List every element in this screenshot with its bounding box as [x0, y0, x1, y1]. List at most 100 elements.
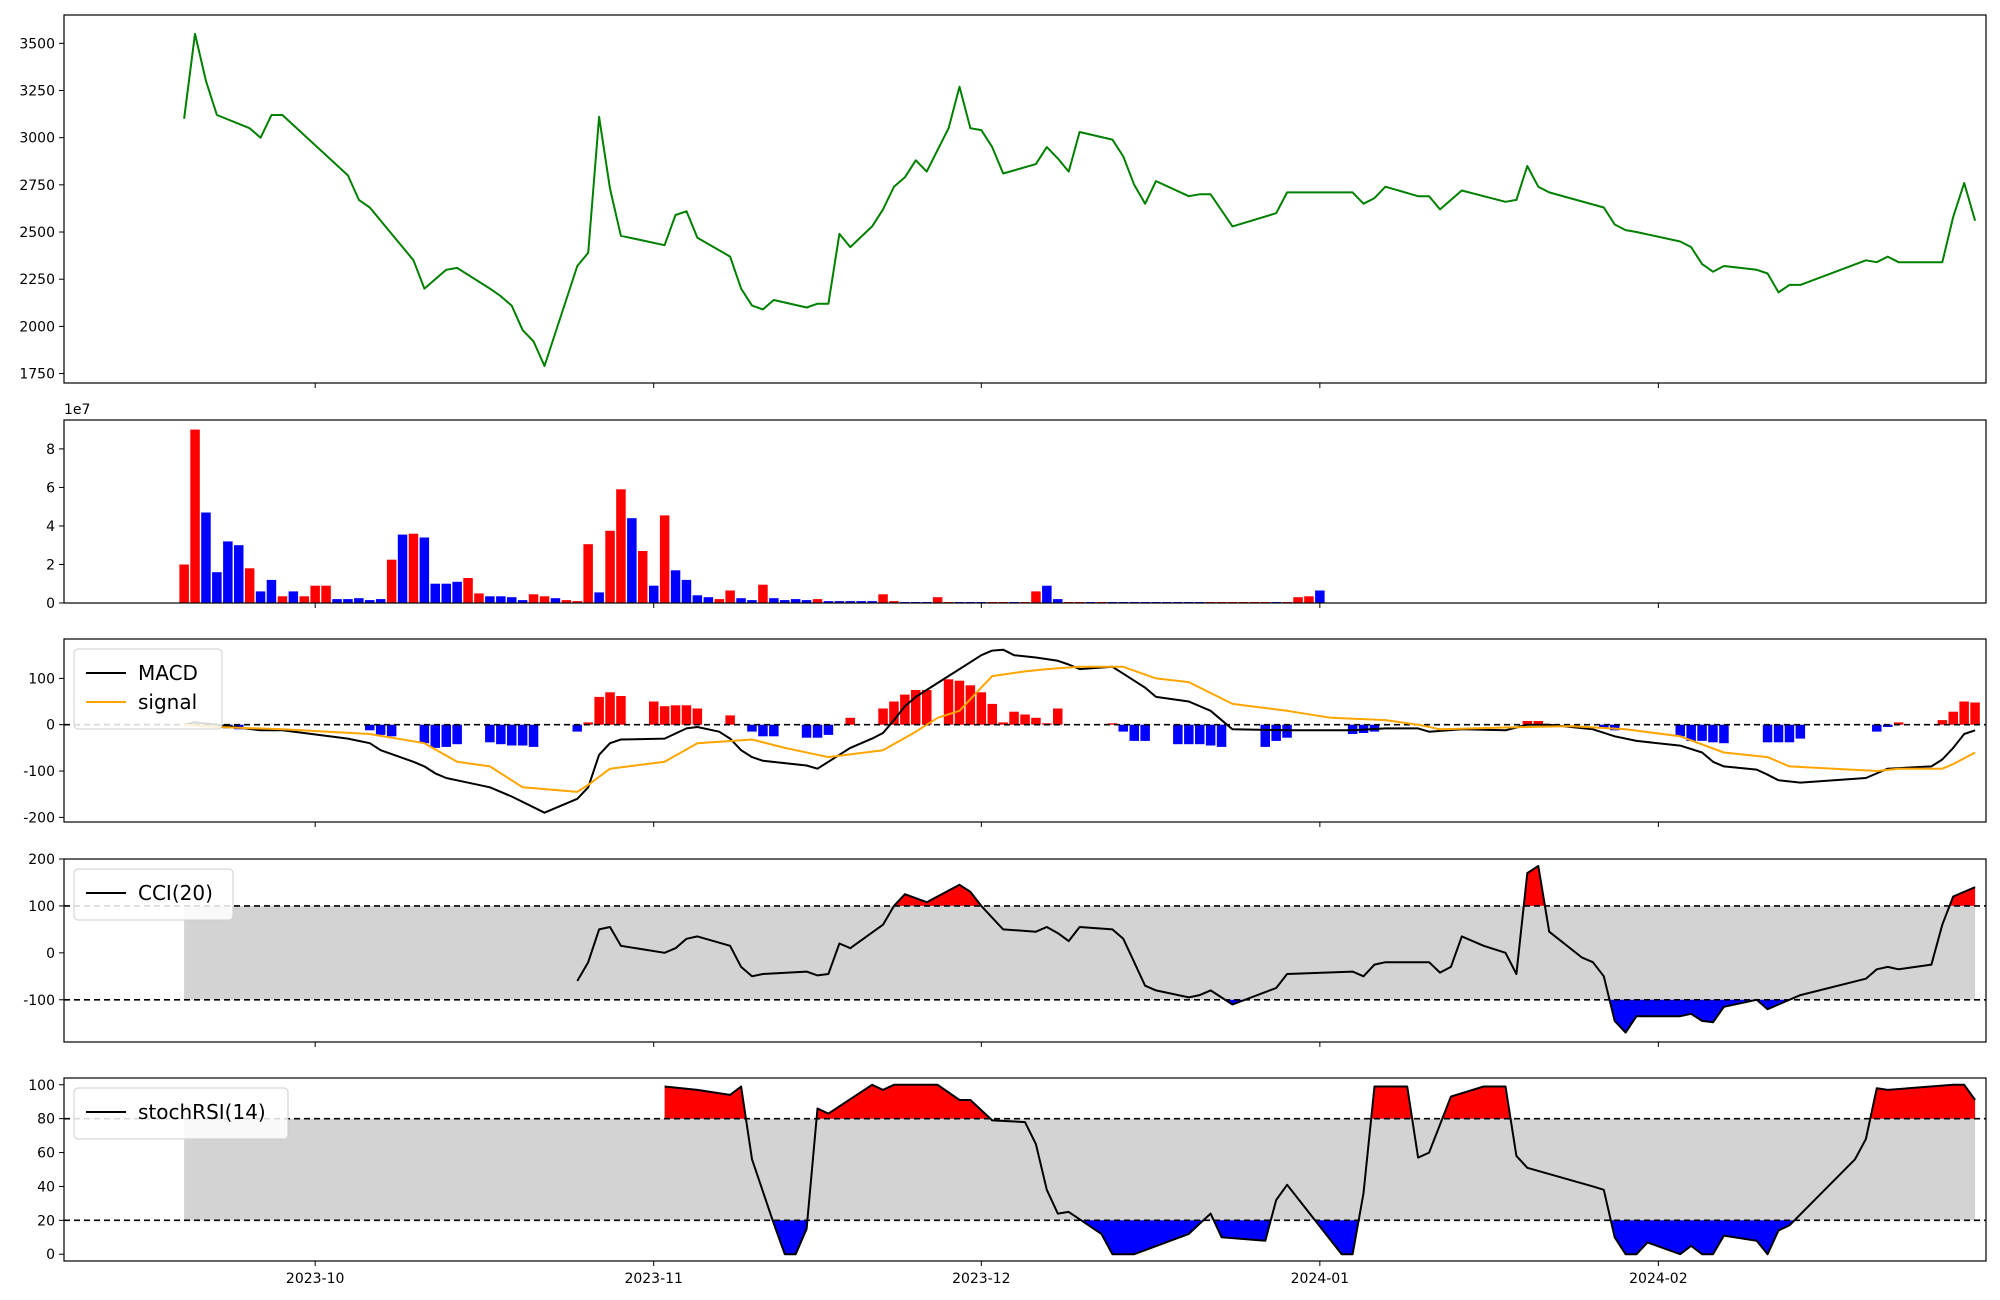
cci-ytick-label: 100 [28, 899, 55, 915]
volume-plot-area [64, 420, 1986, 603]
macd-histogram-bar [430, 724, 440, 748]
macd-histogram-bar [692, 708, 703, 725]
macd-histogram-bar [1610, 724, 1620, 731]
volume-bar [354, 598, 364, 603]
price-line [183, 32, 1977, 367]
macd-histogram-bar [452, 724, 462, 745]
macd-histogram-bar [823, 724, 834, 735]
macd-histogram-bar [725, 715, 735, 725]
macd-histogram-bar [1173, 724, 1183, 745]
volume-bar [343, 599, 353, 603]
volume-ytick-label: 8 [46, 442, 55, 458]
volume-bar [1053, 599, 1063, 603]
price-plot-area [64, 15, 1986, 383]
macd-histogram-bar [375, 724, 386, 735]
volume-bar [452, 581, 462, 603]
macd-histogram-bar [1970, 702, 1980, 725]
cci-ytick-label: 0 [46, 946, 55, 962]
price-frame [63, 14, 1987, 384]
legend-box [73, 1087, 289, 1140]
volume-bar [780, 600, 790, 603]
volume-bar [867, 601, 877, 603]
volume-bar [332, 599, 342, 603]
macd-histogram-bar [1795, 724, 1806, 739]
volume-bar [812, 599, 823, 603]
volume-bar [932, 597, 943, 603]
macd-histogram-bar [1216, 724, 1227, 747]
volume-bar [856, 601, 866, 603]
volume-bar [878, 594, 888, 603]
legend-label: stochRSI(14) [138, 1100, 266, 1124]
volume-bar [605, 530, 615, 603]
macd-histogram-bar [943, 679, 954, 725]
macd-histogram-bar [1675, 724, 1685, 737]
volume-bar [714, 599, 724, 603]
volume-bar [485, 596, 495, 603]
volume-ytick-label: 2 [46, 557, 55, 573]
macd-histogram-bar [1697, 724, 1707, 741]
macd-histogram-bar [801, 724, 812, 738]
macd-histogram-bar [659, 706, 670, 725]
stochrsi-panel: 0 20 40 60 80 100 stochRSI(14) [28, 1077, 1987, 1263]
macd-histogram-bar [1784, 724, 1795, 743]
macd-histogram-bar [965, 685, 976, 725]
macd-histogram-bar [845, 717, 855, 725]
volume-bar [365, 600, 375, 603]
volume-bar [299, 596, 309, 603]
macd-ytick-label: -200 [23, 810, 55, 826]
volume-ytick-label: 6 [46, 480, 55, 496]
stochrsi-oversold-fill [1081, 1220, 1204, 1255]
volume-bar [572, 601, 582, 603]
macd-histogram-bar [496, 724, 506, 745]
cci-panel: -100 0 100 200 CCI(20) [23, 852, 1987, 1043]
price-ytick-label: 2750 [19, 178, 55, 194]
cci-overbought-fill [1949, 887, 1976, 906]
macd-histogram-bar [1140, 724, 1150, 741]
volume-bar [539, 596, 550, 603]
stochrsi-line [664, 1083, 1976, 1256]
macd-histogram-bar [1205, 724, 1216, 746]
xtick-label: 2024-01 [1291, 1271, 1350, 1287]
signal-line [184, 665, 1976, 793]
volume-offset-label: 1e7 [64, 402, 90, 418]
macd-histogram-bar [1599, 724, 1609, 729]
macd-histogram-bar [1020, 714, 1030, 725]
macd-histogram-bar [1271, 724, 1281, 741]
macd-histogram-bar [987, 703, 997, 725]
macd-histogram-bar [507, 724, 517, 746]
macd-histogram-bar [998, 722, 1008, 725]
volume-bar [223, 541, 233, 603]
macd-histogram-bar [365, 724, 375, 731]
macd-histogram-bar [583, 722, 593, 725]
volume-bar [288, 591, 299, 603]
volume-bar [649, 585, 659, 603]
macd-histogram-bar [1118, 724, 1128, 732]
macd-histogram-bar [670, 705, 681, 725]
stochrsi-overbought-fill [1870, 1084, 1976, 1119]
legend-box [73, 648, 223, 730]
volume-ytick-label: 0 [46, 596, 55, 612]
volume-bar [670, 570, 681, 603]
cci-neutral-band [184, 905, 1976, 1000]
volume-bar [430, 583, 440, 603]
volume-panel: 0 2 4 6 8 1e7 [46, 402, 1987, 612]
volume-bar [703, 597, 714, 603]
macd-histogram-bar [954, 680, 965, 725]
volume-bar [736, 598, 746, 603]
macd-histogram-bar [1872, 724, 1882, 732]
xtick-label: 2024-02 [1629, 1271, 1688, 1287]
xtick-label: 2023-11 [624, 1271, 683, 1287]
macd-line [183, 648, 1976, 814]
volume-bar [255, 591, 266, 603]
volume-bar [321, 585, 331, 603]
price-ytick-label: 2250 [19, 272, 55, 288]
macd-histogram-bar [1522, 721, 1533, 725]
volume-bar [801, 600, 812, 603]
cci-oversold-fill [1609, 999, 1757, 1033]
macd-histogram-bar [976, 692, 987, 725]
macd-histogram-bar [681, 705, 692, 725]
volume-bar [397, 534, 408, 603]
cci-line [576, 865, 1976, 1034]
macd-histogram-bar [1009, 711, 1019, 725]
stochrsi-oversold-fill [1213, 1220, 1271, 1241]
